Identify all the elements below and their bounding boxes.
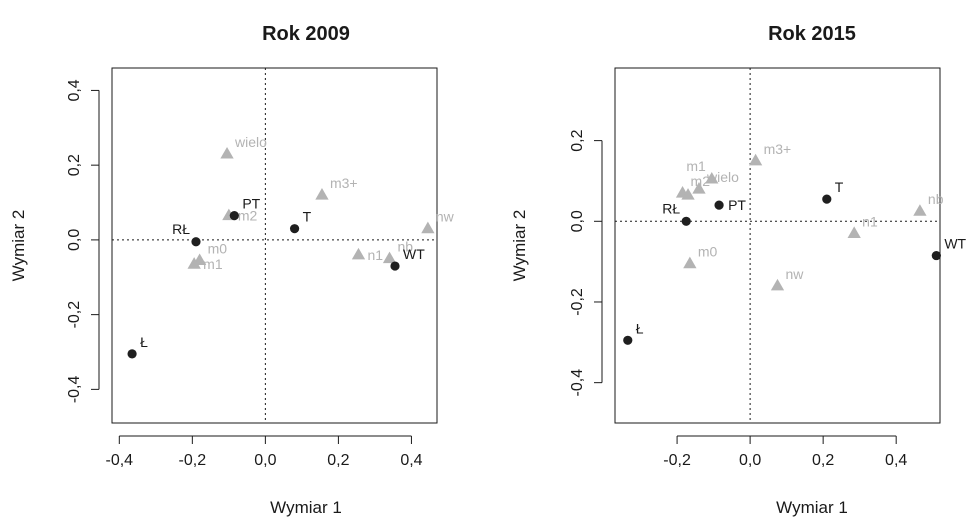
category-point-label: nb <box>398 239 414 255</box>
category-point <box>187 257 201 269</box>
category-point-label: wielo <box>234 134 267 150</box>
y-tick-label: -0,2 <box>66 301 83 329</box>
y-tick-label: -0,4 <box>66 375 83 403</box>
group-point <box>229 211 239 221</box>
group-point <box>623 335 633 345</box>
chart-title: Rok 2009 <box>262 23 350 45</box>
group-point-label: PT <box>728 197 746 213</box>
x-tick-label: 0,2 <box>327 452 349 469</box>
category-point-label: n1 <box>862 213 878 229</box>
x-tick-label: 0,0 <box>254 452 276 469</box>
category-point <box>683 256 697 269</box>
category-point-label: m0 <box>698 244 718 260</box>
group-point-label: RŁ <box>172 221 190 237</box>
y-tick-label: 0,2 <box>66 154 83 176</box>
category-point-label: nw <box>436 209 455 225</box>
category-point-label: m2 <box>691 173 711 189</box>
group-point-label: PT <box>242 196 260 212</box>
group-point <box>127 349 137 359</box>
category-point-label: m1 <box>686 158 706 174</box>
category-point <box>748 153 763 166</box>
chart-panel-0: Rok 2009 Wymiar 1 Wymiar 2 -0,4 -0,2 0,0 0,2 0,… <box>9 23 455 517</box>
chart-title: Rok 2015 <box>768 23 856 45</box>
category-point <box>351 247 366 260</box>
group-point-label: Ł <box>636 320 644 336</box>
y-tick-label: 0,4 <box>66 79 83 101</box>
group-point <box>191 237 201 247</box>
y-axis-label: Wymiar 2 <box>9 210 28 282</box>
group-point-label: RŁ <box>662 200 680 216</box>
plot-frame <box>614 67 941 424</box>
category-point <box>913 204 927 216</box>
category-point-label: wielo <box>706 169 739 185</box>
group-point <box>714 200 724 210</box>
category-point <box>692 182 706 194</box>
category-point <box>382 251 397 264</box>
y-tick-label: 0,0 <box>66 229 83 251</box>
y-axis-label: Wymiar 2 <box>510 210 529 282</box>
chart-panel-1: Rok 2015 Wymiar 1 Wymiar 2 -0,2 0,0 0,2 0,4 -0,… <box>510 23 967 517</box>
plot-frame <box>111 67 438 424</box>
group-point-label: Ł <box>140 334 148 350</box>
category-point <box>705 171 719 184</box>
category-point <box>681 188 695 200</box>
x-tick-label: 0,4 <box>400 452 422 469</box>
group-point <box>681 216 691 226</box>
group-point-label: WT <box>944 236 966 252</box>
x-tick-label: 0,0 <box>739 452 761 469</box>
x-axis-label: Wymiar 1 <box>270 498 342 517</box>
y-tick-label: 0,0 <box>569 210 586 232</box>
x-tick-label: -0,2 <box>663 452 691 469</box>
category-point-label: nb <box>928 191 944 207</box>
category-point-label: m2 <box>238 208 258 224</box>
category-point-label: m0 <box>208 240 228 256</box>
category-point-label: m1 <box>203 256 223 272</box>
category-point <box>847 226 861 238</box>
y-tick-label: -0,2 <box>569 288 586 316</box>
y-tick-label: -0,4 <box>569 369 586 397</box>
category-point-label: n1 <box>367 247 383 263</box>
y-tick-label: 0,2 <box>569 129 586 151</box>
category-point-label: nw <box>786 266 805 282</box>
category-point-label: m3+ <box>330 175 358 191</box>
group-point <box>931 250 941 261</box>
group-point <box>390 261 400 271</box>
x-tick-label: -0,4 <box>106 452 134 469</box>
category-point <box>770 278 785 291</box>
x-tick-label: -0,2 <box>179 452 207 469</box>
x-tick-label: 0,2 <box>812 452 834 469</box>
group-point-label: T <box>835 179 844 195</box>
group-point-label: WT <box>403 246 425 262</box>
category-point <box>315 188 329 200</box>
x-tick-label: 0,4 <box>885 452 907 469</box>
category-point-label: m3+ <box>764 141 792 157</box>
category-point <box>220 146 234 159</box>
group-point <box>822 194 832 204</box>
category-point <box>421 221 435 234</box>
group-point <box>289 224 300 234</box>
x-axis-label: Wymiar 1 <box>776 498 848 517</box>
group-point-label: T <box>303 209 312 225</box>
